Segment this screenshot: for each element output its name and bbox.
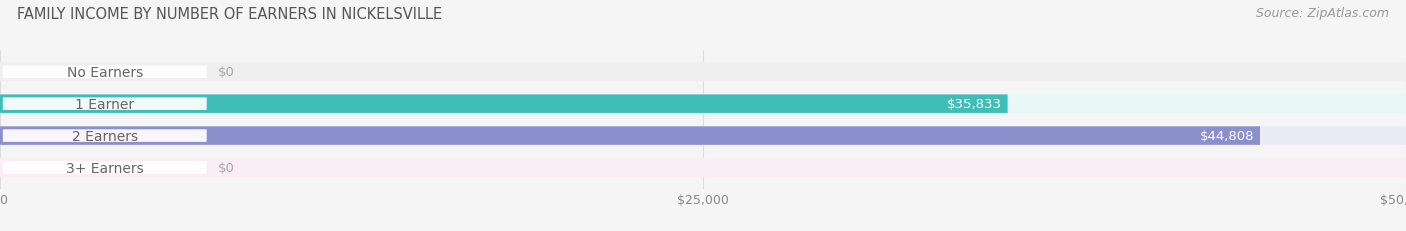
Text: $44,808: $44,808 <box>1199 130 1254 143</box>
Text: 1 Earner: 1 Earner <box>75 97 135 111</box>
FancyBboxPatch shape <box>3 161 207 174</box>
FancyBboxPatch shape <box>0 95 1406 113</box>
FancyBboxPatch shape <box>0 63 1406 82</box>
FancyBboxPatch shape <box>0 127 1406 145</box>
FancyBboxPatch shape <box>0 95 1008 113</box>
Text: $0: $0 <box>218 161 235 174</box>
Text: FAMILY INCOME BY NUMBER OF EARNERS IN NICKELSVILLE: FAMILY INCOME BY NUMBER OF EARNERS IN NI… <box>17 7 441 22</box>
FancyBboxPatch shape <box>3 98 207 110</box>
Text: $0: $0 <box>218 66 235 79</box>
Text: Source: ZipAtlas.com: Source: ZipAtlas.com <box>1256 7 1389 20</box>
FancyBboxPatch shape <box>3 66 207 79</box>
FancyBboxPatch shape <box>3 130 207 142</box>
Text: No Earners: No Earners <box>66 65 143 79</box>
FancyBboxPatch shape <box>0 127 1260 145</box>
Text: 2 Earners: 2 Earners <box>72 129 138 143</box>
Text: 3+ Earners: 3+ Earners <box>66 161 143 175</box>
FancyBboxPatch shape <box>0 159 1406 177</box>
Text: $35,833: $35,833 <box>948 98 1002 111</box>
